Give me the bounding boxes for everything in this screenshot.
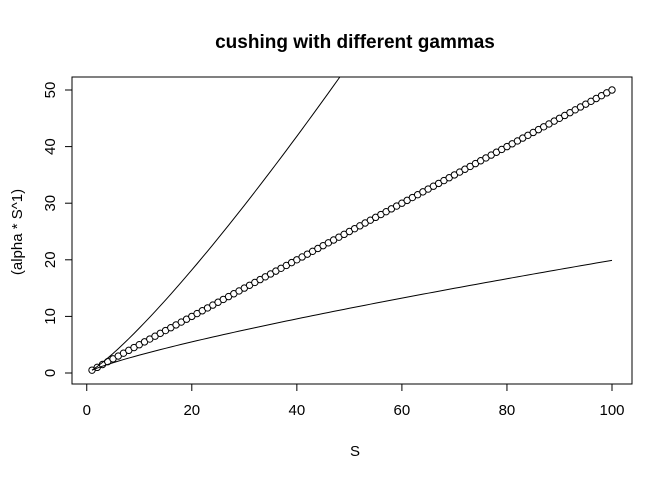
x-tick-label: 40: [289, 402, 306, 419]
y-tick-label: 50: [42, 82, 59, 99]
x-tick-label: 20: [183, 402, 200, 419]
x-axis-label: S: [350, 443, 360, 460]
series-line-2: [91, 259, 613, 371]
y-axis: 0 10 20 30 40 50: [42, 82, 73, 377]
x-tick-label: 60: [394, 402, 411, 419]
data-point: [608, 86, 616, 94]
y-axis-label: (alpha * S^1): [9, 189, 26, 275]
x-axis: 0 20 40 60 80 100: [83, 383, 625, 419]
x-tick-label: 80: [499, 402, 516, 419]
series-layer: [88, 77, 616, 374]
chart-title: cushing with different gammas: [215, 32, 495, 53]
series-line-1: [91, 77, 341, 371]
y-tick-label: 40: [42, 138, 59, 155]
series-points: [88, 86, 616, 374]
x-tick-label: 0: [83, 402, 91, 419]
y-tick-label: 20: [42, 251, 59, 268]
x-tick-label: 100: [599, 402, 624, 419]
y-tick-label: 10: [42, 308, 59, 325]
y-tick-label: 30: [42, 195, 59, 212]
y-tick-label: 0: [42, 369, 59, 377]
